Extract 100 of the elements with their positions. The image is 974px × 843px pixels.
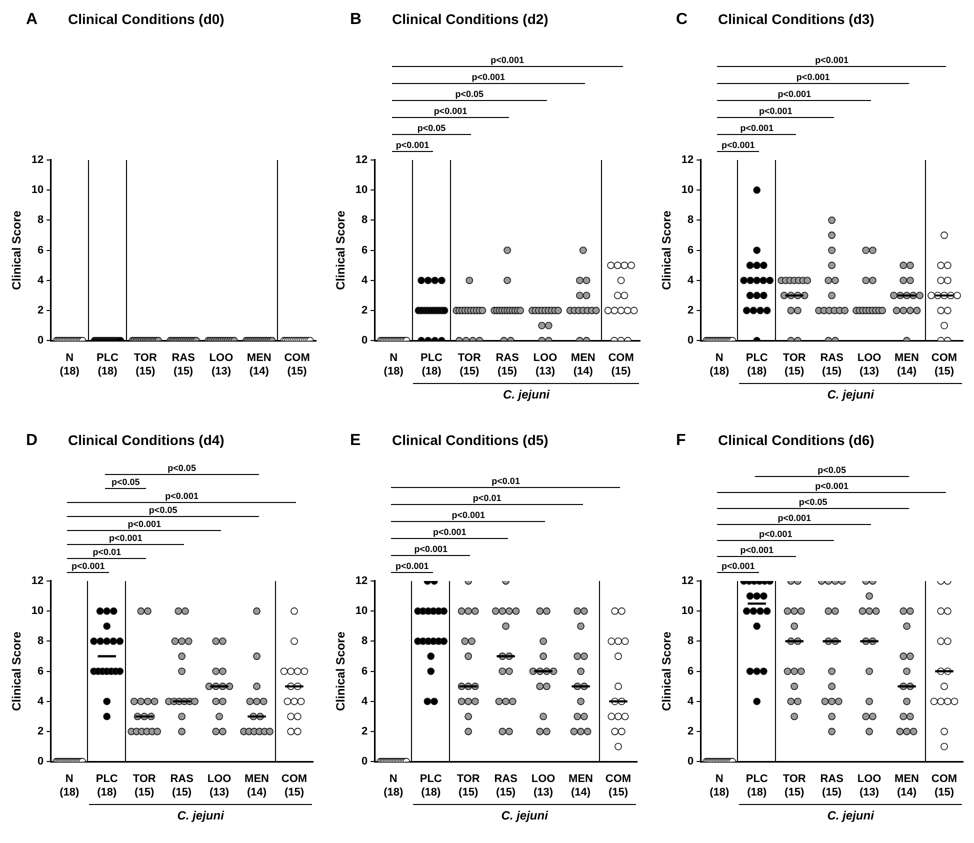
y-tick-label: 10 [681, 184, 694, 196]
y-tick-label: 12 [31, 575, 44, 588]
x-tick-label: N (18) [384, 352, 404, 378]
y-axis-title: Clinical Score [10, 631, 24, 711]
x-tick-label: LOO (13) [207, 773, 232, 798]
y-tick-label: 2 [688, 726, 694, 738]
y-tick-label: 4 [38, 274, 45, 286]
x-tick-label: COM (15) [931, 352, 958, 378]
text: D [26, 432, 38, 449]
x-tick-label: N (18) [60, 773, 80, 798]
x-tick-label: LOO (13) [857, 773, 882, 798]
text: p<0.05 [111, 476, 140, 487]
y-tick-label: 4 [362, 695, 369, 708]
x-tick-label: PLC (18) [96, 352, 119, 378]
text: p<0.05 [798, 496, 828, 507]
y-tick-label: 0 [362, 756, 368, 768]
x-tick-label: TOR (15) [782, 352, 806, 378]
x-tick-label: RAS (15) [170, 773, 194, 798]
y-tick-label: 12 [355, 154, 368, 166]
y-tick-label: 2 [38, 726, 44, 738]
y-axis-title: Clinical Score [334, 210, 348, 290]
chart-title: Clinical Conditions (d5) [392, 432, 548, 448]
x-tick-label: LOO (13) [533, 352, 558, 378]
x-tick-label: COM (15) [605, 773, 632, 798]
y-axis-title: Clinical Score [660, 631, 674, 711]
text: p<0.001 [165, 490, 198, 501]
y-tick-label: 12 [681, 575, 694, 588]
x-tick-label: PLC (18) [420, 352, 443, 378]
text: p<0.01 [472, 492, 502, 503]
y-tick-label: 2 [362, 726, 368, 738]
text: C. jejuni [502, 388, 550, 402]
text: p<0.001 [396, 140, 430, 150]
x-tick-label: RAS (15) [496, 352, 519, 378]
x-tick-label: RAS (15) [172, 352, 195, 378]
chart-title: Clinical Conditions (d6) [718, 432, 874, 448]
y-tick-label: 8 [688, 635, 694, 648]
x-tick-label: RAS (15) [494, 773, 518, 798]
text: p<0.001 [490, 54, 524, 65]
text: p<0.001 [778, 88, 811, 99]
y-tick-label: 6 [688, 665, 694, 678]
x-tick-label: N (18) [60, 352, 80, 378]
text: p<0.001 [108, 532, 142, 543]
chart-title: Clinical Conditions (d3) [718, 11, 874, 27]
x-tick-label: MEN (14) [894, 352, 920, 378]
x-tick-label: RAS (15) [820, 352, 844, 378]
text: p<0.001 [815, 54, 848, 65]
x-tick-label: LOO (13) [531, 773, 556, 798]
x-tick-label: PLC (18) [746, 773, 768, 798]
text: p<0.05 [455, 88, 484, 99]
y-axis-title: Clinical Score [10, 210, 24, 290]
y-tick-label: 8 [38, 214, 44, 226]
text: E [350, 432, 361, 449]
y-tick-label: 2 [688, 304, 694, 317]
y-tick-label: 6 [362, 665, 368, 678]
text: p<0.01 [92, 546, 121, 557]
x-tick-label: RAS (15) [820, 773, 844, 798]
y-tick-label: 8 [38, 635, 44, 648]
x-tick-label: MEN (14) [570, 352, 596, 378]
text: p<0.001 [778, 512, 811, 523]
y-tick-label: 6 [38, 244, 44, 256]
y-tick-label: 6 [362, 244, 368, 256]
chart-title: Clinical Conditions (d0) [68, 11, 224, 27]
chart-title: Clinical Conditions (d2) [392, 11, 548, 27]
x-tick-label: MEN (14) [568, 773, 594, 798]
text: C. jejuni [501, 808, 549, 823]
x-tick-label: LOO (13) [209, 352, 234, 378]
text: p<0.001 [395, 560, 429, 571]
x-tick-label: LOO (13) [857, 352, 882, 378]
y-tick-label: 0 [688, 334, 694, 347]
y-tick-label: 0 [38, 756, 44, 768]
x-tick-label: PLC (18) [96, 773, 118, 798]
text: p<0.001 [128, 518, 161, 529]
y-tick-label: 2 [362, 304, 368, 317]
text: p<0.001 [740, 544, 774, 555]
x-tick-label: TOR (15) [134, 352, 157, 378]
y-tick-label: 0 [688, 756, 694, 768]
y-axis-title: Clinical Score [660, 210, 674, 290]
y-tick-label: 8 [362, 635, 368, 648]
y-tick-label: 12 [31, 154, 44, 166]
text: p<0.001 [758, 528, 792, 539]
y-tick-label: 10 [355, 605, 368, 618]
x-tick-label: COM (15) [284, 352, 310, 378]
text: C. jejuni [827, 388, 875, 402]
y-axis-title: Clinical Score [334, 631, 348, 711]
text: C. jejuni [827, 808, 875, 823]
x-tick-label: COM (15) [931, 773, 958, 798]
y-tick-label: 4 [688, 695, 695, 708]
x-tick-label: PLC (18) [420, 773, 442, 798]
x-tick-label: TOR (15) [458, 352, 481, 378]
x-tick-label: PLC (18) [746, 352, 768, 378]
text: p<0.001 [721, 140, 755, 150]
text: F [676, 432, 686, 449]
x-tick-label: TOR (15) [132, 773, 156, 798]
y-tick-label: 12 [355, 575, 368, 588]
text: p<0.01 [492, 476, 520, 486]
x-tick-label: TOR (15) [456, 773, 480, 798]
y-tick-label: 2 [38, 304, 44, 317]
x-tick-label: N (18) [710, 352, 730, 378]
x-tick-label: MEN (14) [244, 773, 270, 798]
text: p<0.001 [815, 480, 848, 491]
